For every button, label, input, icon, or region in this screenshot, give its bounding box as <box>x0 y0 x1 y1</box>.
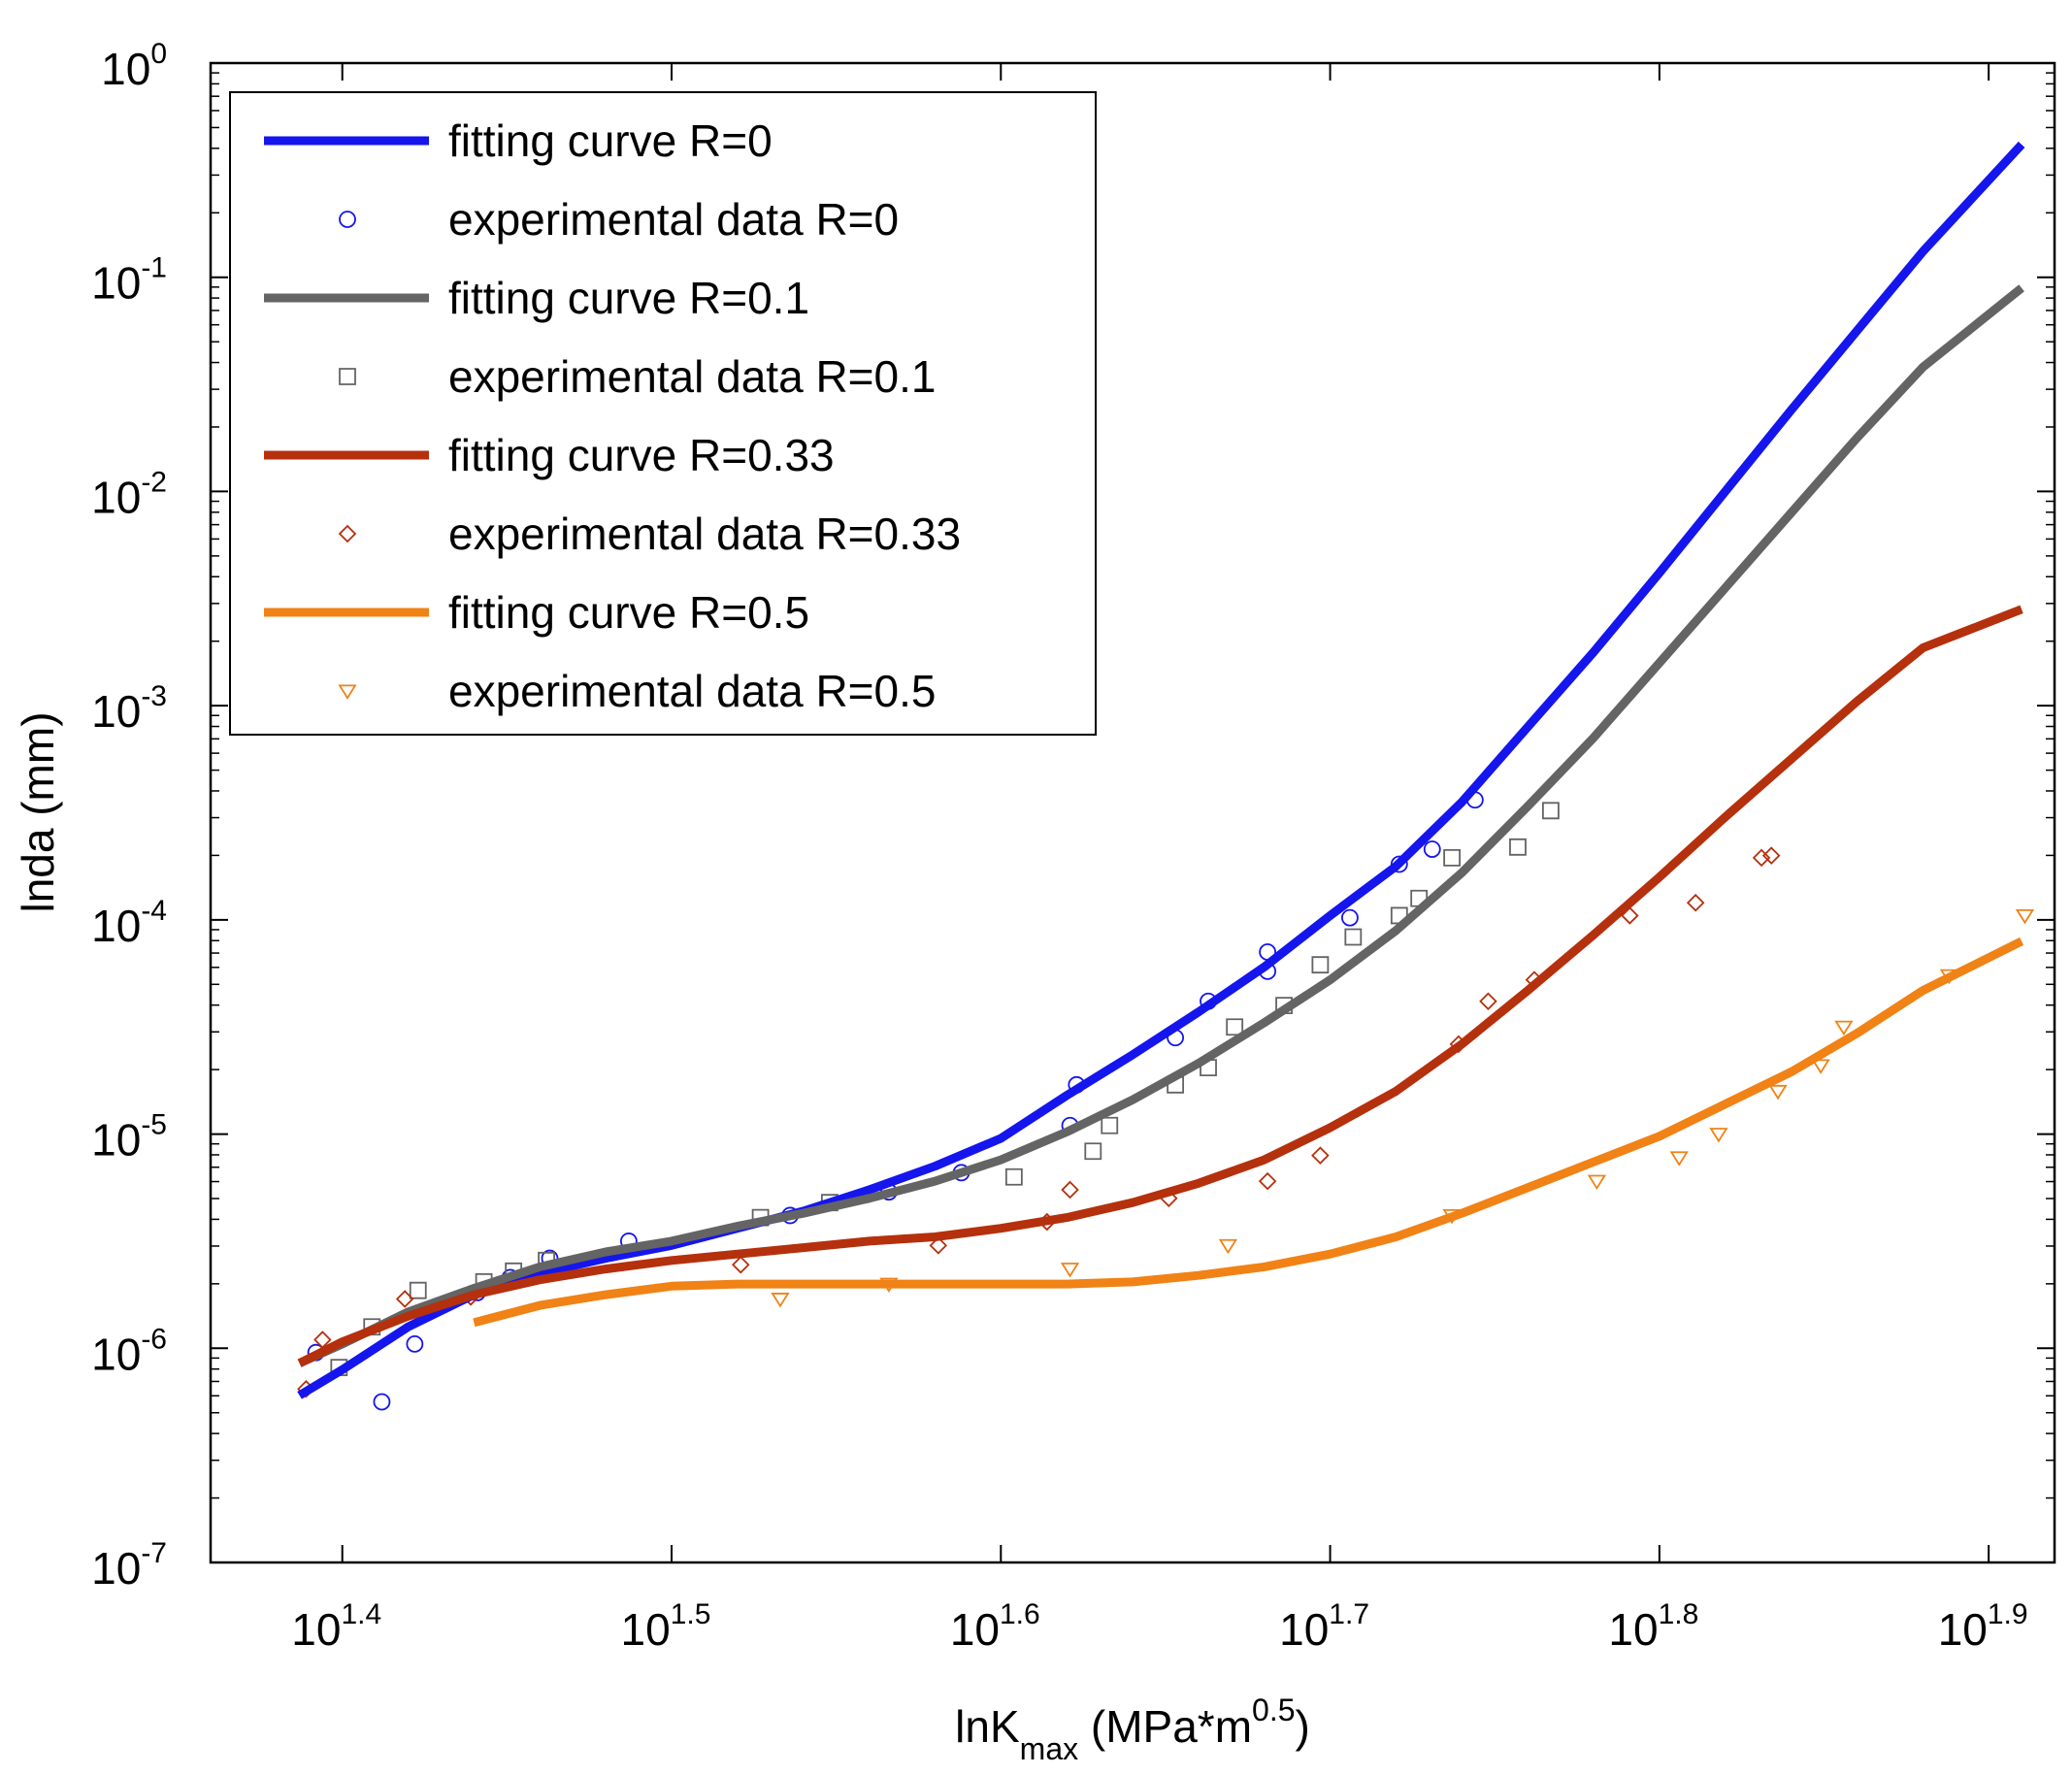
data-point-square <box>1004 1167 1023 1186</box>
fitting-curve-line <box>297 284 2024 1367</box>
data-point-square <box>409 1281 427 1299</box>
data-point-triangle-down <box>1218 1238 1238 1255</box>
x-axis-label-rest: (MPa*m <box>1078 1701 1252 1752</box>
data-point-circle <box>1423 840 1441 858</box>
x-tick-label: 101.5 <box>621 1598 711 1655</box>
data-point-diamond <box>1258 1171 1277 1191</box>
data-point-triangle-down <box>1709 1128 1728 1143</box>
legend-box <box>229 91 1097 736</box>
data-point-diamond <box>1761 846 1781 865</box>
legend-label: experimental data R=0 <box>448 194 899 245</box>
x-axis-label-sup: 0.5 <box>1252 1693 1295 1727</box>
fitting-curve-line <box>297 605 2023 1367</box>
x-axis-label-end: ) <box>1296 1701 1310 1752</box>
series-layer <box>297 141 2035 1411</box>
data-point-square <box>1443 848 1462 867</box>
data-point-square <box>330 1359 348 1377</box>
legend-label: fitting curve R=0 <box>448 115 773 166</box>
x-tick-label: 101.8 <box>1608 1598 1698 1655</box>
legend-label: experimental data R=0.5 <box>448 666 936 716</box>
x-tick-label: 101.7 <box>1279 1598 1369 1655</box>
y-tick-label: 10-2 <box>91 466 167 522</box>
data-point-triangle-down <box>1587 1174 1607 1191</box>
data-point-diamond <box>1061 1180 1079 1200</box>
data-point-triangle-down <box>771 1293 790 1308</box>
data-point-square <box>1509 838 1527 856</box>
y-tick-label: 100 <box>101 38 167 94</box>
y-tick-label: 10-7 <box>91 1537 167 1594</box>
axis-ticks: 101.4 101.5 101.6 101.7 101.8 101.9 100 10-1 10-… <box>91 38 2055 1655</box>
legend-label: fitting curve R=0.33 <box>448 430 835 480</box>
data-point-circle <box>406 1334 424 1353</box>
x-tick-label: 101.4 <box>291 1598 381 1655</box>
data-point-diamond <box>731 1255 750 1274</box>
legend-label: fitting curve R=0.5 <box>448 587 809 638</box>
legend-label: experimental data R=0.33 <box>448 509 961 559</box>
y-tick-label: 10-1 <box>91 252 167 309</box>
y-tick-label: 10-4 <box>91 895 167 951</box>
y-tick-label: 10-5 <box>91 1109 167 1166</box>
y-axis-label: lnda (mm) <box>13 711 63 912</box>
data-point-circle <box>373 1393 391 1411</box>
legend-marker-swatch <box>339 368 356 385</box>
x-axis-label-sub: max <box>1020 1731 1078 1766</box>
y-tick-label: 10-6 <box>91 1323 167 1379</box>
data-point-circle <box>1390 855 1408 873</box>
fitting-curve-line <box>473 937 2024 1328</box>
data-point-triangle-down <box>1060 1263 1080 1278</box>
data-point-triangle-down <box>1811 1059 1830 1074</box>
data-point-triangle-down <box>1768 1084 1788 1101</box>
data-point-circle <box>1341 908 1359 927</box>
legend-marker-swatch <box>338 524 357 543</box>
data-point-triangle-down <box>1669 1151 1689 1167</box>
data-point-triangle-down <box>2015 908 2035 925</box>
data-point-diamond <box>1686 893 1705 912</box>
data-point-diamond <box>1311 1146 1330 1165</box>
data-point-diamond <box>395 1290 414 1308</box>
data-point-diamond <box>1479 992 1497 1011</box>
y-tick-label: 10-3 <box>91 680 167 737</box>
legend-marker-swatch <box>338 684 357 700</box>
data-point-square <box>1311 956 1330 974</box>
data-point-square <box>1084 1142 1102 1161</box>
data-point-square <box>1541 802 1560 820</box>
data-point-triangle-down <box>1834 1020 1854 1036</box>
data-point-square <box>1101 1116 1119 1134</box>
fitting-curve-line <box>297 141 2025 1399</box>
data-point-diamond <box>1752 848 1771 868</box>
legend-marker-swatch <box>339 211 356 228</box>
x-axis-label: lnKmax (MPa*m0.5) <box>955 1693 1310 1766</box>
x-axis-label-main: lnK <box>955 1701 1020 1752</box>
legend-label: experimental data R=0.1 <box>448 351 936 402</box>
data-point-square <box>1344 928 1363 946</box>
x-tick-label: 101.9 <box>1938 1598 2028 1655</box>
legend-label: fitting curve R=0.1 <box>448 273 809 323</box>
legend: fitting curve R=0 experimental data R=0 fi… <box>229 91 1097 736</box>
data-point-diamond <box>929 1236 948 1255</box>
data-point-square <box>1275 997 1293 1015</box>
x-tick-label: 101.6 <box>950 1598 1040 1655</box>
